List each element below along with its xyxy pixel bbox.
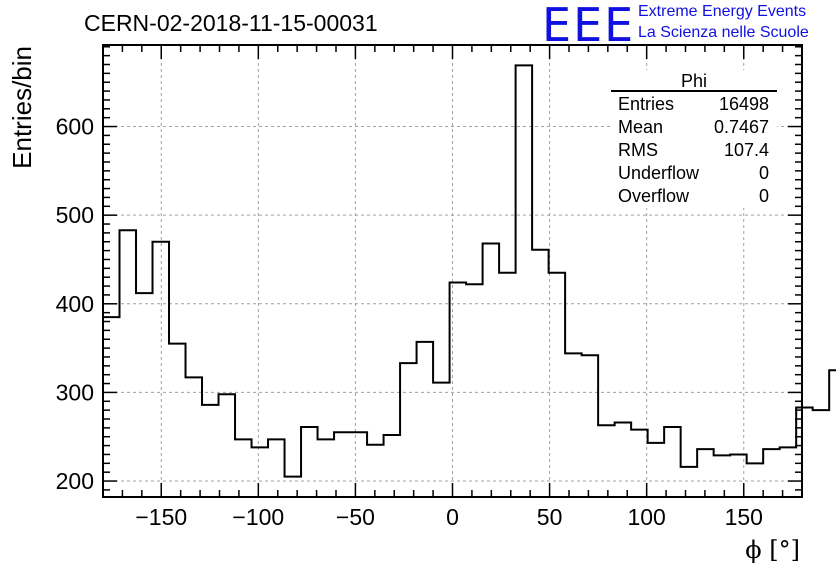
y-axis-label: Entries/bin bbox=[7, 46, 37, 169]
x-tick-label: 100 bbox=[627, 504, 665, 530]
y-tick-label: 200 bbox=[56, 468, 94, 494]
stats-box-background bbox=[611, 70, 777, 208]
stats-box-rows: Entries 16498 Mean 0.7467 RMS 107.4 Underflow 0… bbox=[618, 94, 769, 206]
stats-row-value: 0 bbox=[759, 163, 769, 183]
axis-ticks bbox=[102, 45, 803, 497]
stats-row-label: Mean bbox=[618, 117, 663, 137]
x-axis-label: ϕ [°] bbox=[745, 536, 800, 564]
x-tick-label: 0 bbox=[446, 504, 459, 530]
x-tick-labels: −150 −100 −50 0 50 100 150 bbox=[135, 504, 763, 530]
stats-row-label: RMS bbox=[618, 140, 658, 160]
stats-row-value: 0.7467 bbox=[714, 117, 769, 137]
grid-lines bbox=[103, 45, 802, 497]
x-tick-label: −100 bbox=[232, 504, 284, 530]
stats-box-title: Phi bbox=[681, 71, 707, 91]
eee-logo-line2: La Scienza nelle Scuole bbox=[638, 24, 809, 41]
stats-row-label: Entries bbox=[618, 94, 674, 114]
y-tick-label: 400 bbox=[56, 291, 94, 317]
y-tick-label: 300 bbox=[56, 379, 94, 405]
y-tick-label: 600 bbox=[56, 114, 94, 140]
eee-logo: EEE bbox=[542, 0, 636, 52]
run-title: CERN-02-2018-11-15-00031 bbox=[84, 10, 378, 36]
histogram-series bbox=[103, 64, 836, 478]
stats-row-label: Overflow bbox=[618, 186, 690, 206]
stats-row-label: Underflow bbox=[618, 163, 700, 183]
y-tick-labels: 200 300 400 500 600 bbox=[56, 114, 94, 495]
x-tick-label: −150 bbox=[135, 504, 187, 530]
stats-row-value: 0 bbox=[759, 186, 769, 206]
x-tick-label: 50 bbox=[537, 504, 563, 530]
stats-box: Phi Entries 16498 Mean 0.7467 RMS 107.4 Underf… bbox=[611, 70, 777, 208]
y-tick-label: 500 bbox=[56, 202, 94, 228]
eee-logo-line1: Extreme Energy Events bbox=[638, 3, 807, 20]
x-tick-label: −50 bbox=[336, 504, 375, 530]
stats-row-value: 16498 bbox=[719, 94, 769, 114]
x-tick-label: 150 bbox=[725, 504, 763, 530]
stats-row-value: 107.4 bbox=[724, 140, 769, 160]
